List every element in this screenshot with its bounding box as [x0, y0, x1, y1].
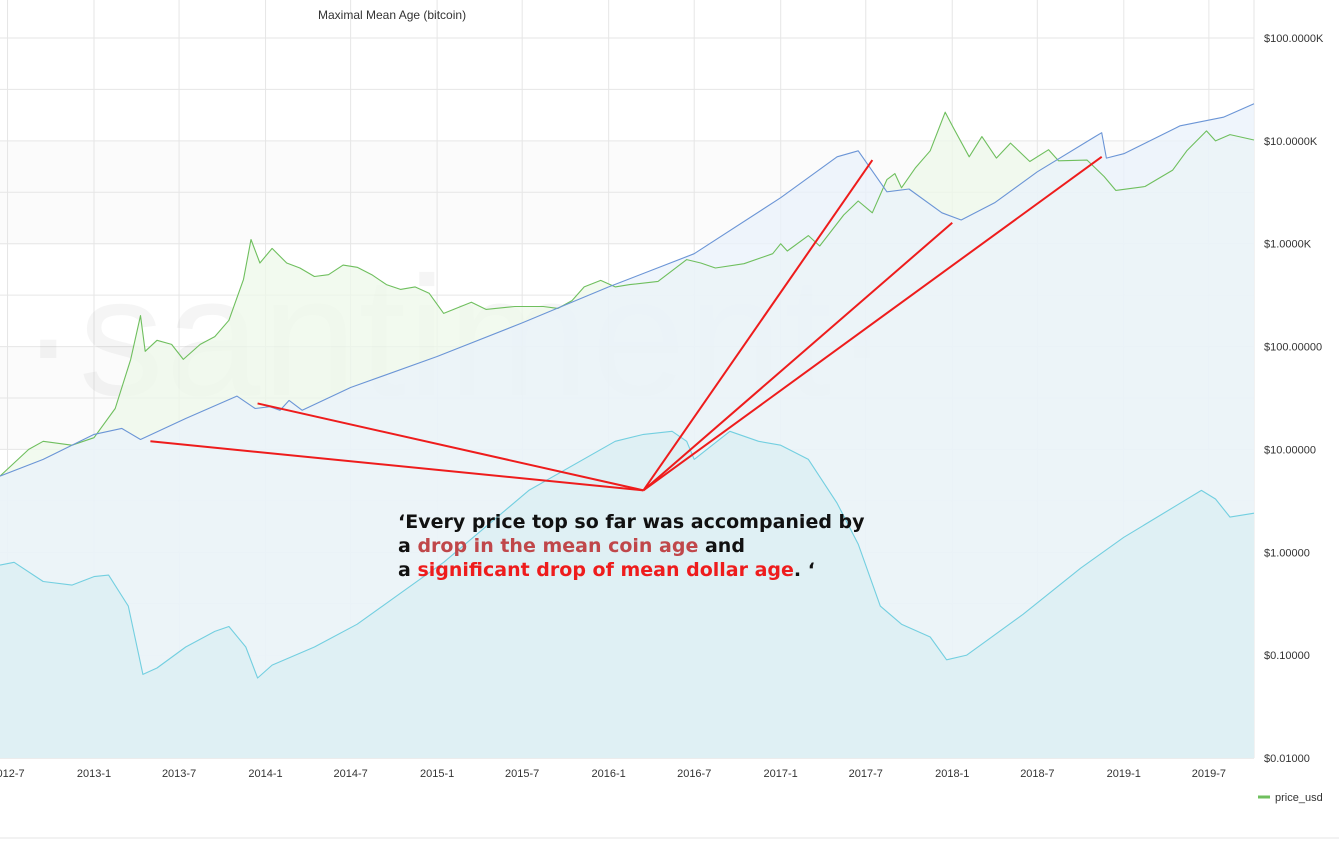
price-usd-line	[0, 111, 1255, 477]
x-tick-label: 2014-7	[333, 768, 367, 780]
y-tick-label: $10.00000	[1264, 444, 1316, 456]
series-lines	[0, 103, 1255, 679]
x-tick-label: 2015-1	[420, 768, 454, 780]
annotation-line-2: a drop in the mean coin age and	[398, 534, 958, 558]
x-tick-label: 2015-7	[505, 768, 539, 780]
annotation-arrow-2	[257, 402, 644, 492]
chart-title: Maximal Mean Age (bitcoin)	[318, 8, 466, 22]
x-tick-label: 2014-1	[248, 768, 282, 780]
y-tick-label: $1.0000K	[1264, 239, 1312, 251]
x-tick-label: 2016-7	[677, 768, 711, 780]
y-axis-ticks: $100.0000K $10.0000K $1.0000K $100.00000 $10…	[1264, 33, 1324, 765]
y-tick-label: $100.00000	[1264, 342, 1322, 354]
x-tick-label: 2019-7	[1192, 768, 1226, 780]
x-tick-label: 2012-7	[0, 768, 25, 780]
annotation-arrows	[150, 155, 1103, 492]
y-tick-label: $1.00000	[1264, 547, 1310, 559]
x-tick-label: 2017-7	[849, 768, 883, 780]
mean-dollar-age-line	[0, 430, 1255, 679]
annotation-line-3: a significant drop of mean dollar age. ‘	[398, 558, 958, 582]
y-tick-label: $0.10000	[1264, 650, 1310, 662]
annotation-arrow-1	[150, 440, 644, 492]
annotation-line-1: ‘Every price top so far was accompanied …	[398, 511, 865, 533]
annotation-line-3-prefix: a	[398, 559, 418, 581]
legend[interactable]: price_usd	[1258, 792, 1323, 804]
annotation-line-3-suffix: . ‘	[793, 559, 815, 581]
x-tick-label: 2013-7	[162, 768, 196, 780]
y-tick-label: $10.0000K	[1264, 136, 1318, 148]
highlight-coin-age: drop in the mean coin age	[417, 535, 699, 557]
legend-label-price-usd[interactable]: price_usd	[1275, 792, 1323, 804]
annotation-arrow-4	[642, 221, 953, 492]
x-tick-label: 2018-7	[1020, 768, 1054, 780]
y-tick-label: $0.01000	[1264, 753, 1310, 765]
annotation-line-2-prefix: a	[398, 535, 418, 557]
mean-dollar-age-area	[0, 431, 1254, 758]
annotation-text: ‘Every price top so far was accompanied …	[398, 510, 958, 582]
x-tick-label: 2016-1	[592, 768, 626, 780]
x-tick-label: 2017-1	[764, 768, 798, 780]
x-tick-label: 2019-1	[1107, 768, 1141, 780]
mean-coin-age-area	[0, 103, 1254, 758]
highlight-dollar-age: significant drop of mean dollar age	[417, 559, 794, 581]
x-tick-label: 2018-1	[935, 768, 969, 780]
x-tick-label: 2013-1	[77, 768, 111, 780]
y-tick-label: $100.0000K	[1264, 33, 1324, 45]
annotation-arrow-5	[642, 155, 1103, 492]
annotation-arrow-3	[642, 159, 874, 491]
annotation-line-2-suffix: and	[698, 535, 745, 557]
mean-coin-age-line	[0, 103, 1255, 477]
x-axis-ticks: 2012-7 2013-1 2013-7 2014-1 2014-7 2015-1 2015…	[0, 768, 1226, 780]
